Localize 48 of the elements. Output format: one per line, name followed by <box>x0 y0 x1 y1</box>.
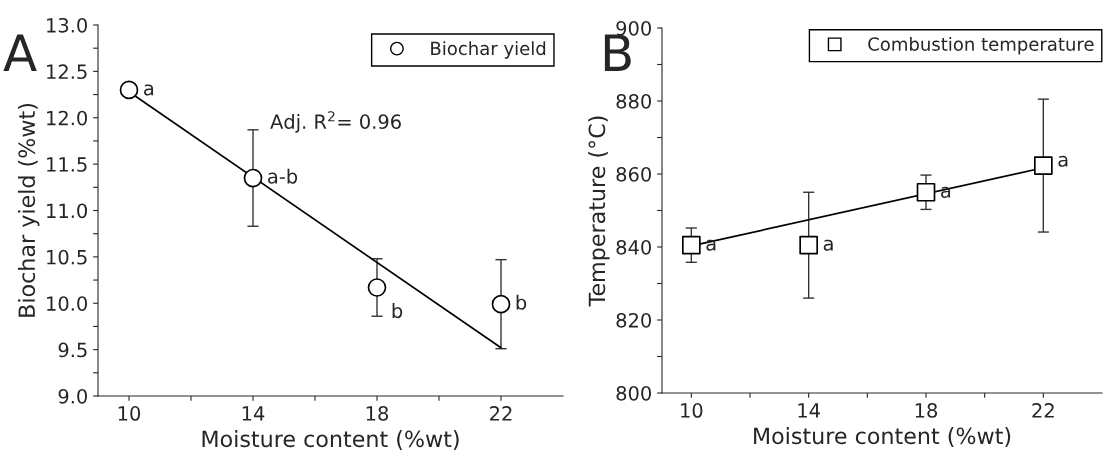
y-tick-label: 12.0 <box>47 110 87 126</box>
y-tick-label: 840 <box>616 239 651 255</box>
annotation: a <box>1058 155 1068 167</box>
y-tick-label: 10.0 <box>47 296 87 311</box>
x-tick-label: 14 <box>242 406 265 421</box>
y-tick-label: 880 <box>616 93 651 109</box>
y-tick-label: 860 <box>616 166 651 182</box>
y-tick-label: 10.5 <box>47 249 87 265</box>
annotation: a <box>941 186 951 198</box>
annotation: Adj. R$^{2}$= 0.96 <box>270 111 401 133</box>
point <box>491 294 511 314</box>
chart-title: A <box>3 34 37 71</box>
legend-label: Biochar yield <box>431 41 546 59</box>
chart-title: B <box>604 34 631 71</box>
annotation: a-b <box>268 168 298 184</box>
x-tick-label: 18 <box>366 406 389 421</box>
point <box>243 168 263 188</box>
point <box>799 235 819 255</box>
y-tick-label: 9.5 <box>58 342 87 358</box>
x-tick-label: 14 <box>798 403 820 418</box>
annotation: a <box>706 239 716 251</box>
annotation: b <box>392 303 403 319</box>
point <box>681 235 701 255</box>
y-tick-label: 13.0 <box>47 17 87 33</box>
x-tick-label: 18 <box>915 403 938 418</box>
x-tick-label: 22 <box>1032 403 1054 418</box>
x-axis-title: Moisture content (%wt) <box>754 427 1011 447</box>
point <box>916 182 936 202</box>
point <box>367 278 387 297</box>
x-axis-title: Moisture content (%wt) <box>202 430 459 450</box>
point <box>1033 156 1053 175</box>
y-tick-label: 820 <box>616 312 651 328</box>
point <box>119 80 139 100</box>
annotation: b <box>516 294 527 310</box>
x-tick-label: 10 <box>681 403 703 418</box>
y-tick-label: 12.5 <box>47 64 87 80</box>
y-axis-title: Biochar yield (%wt) <box>17 104 40 317</box>
annotation: a <box>144 84 154 96</box>
annotation: a <box>823 239 833 251</box>
y-tick-label: 9.0 <box>58 388 87 404</box>
legend-label: Combustion temperature <box>868 36 1094 55</box>
x-tick-label: 10 <box>118 406 141 421</box>
y-axis-title: Temperature (°C) <box>588 116 610 307</box>
y-tick-label: 11.0 <box>47 203 87 219</box>
y-tick-label: 900 <box>616 20 651 36</box>
y-tick-label: 11.5 <box>47 157 87 172</box>
x-tick-label: 22 <box>490 406 512 421</box>
y-tick-label: 800 <box>616 385 651 401</box>
